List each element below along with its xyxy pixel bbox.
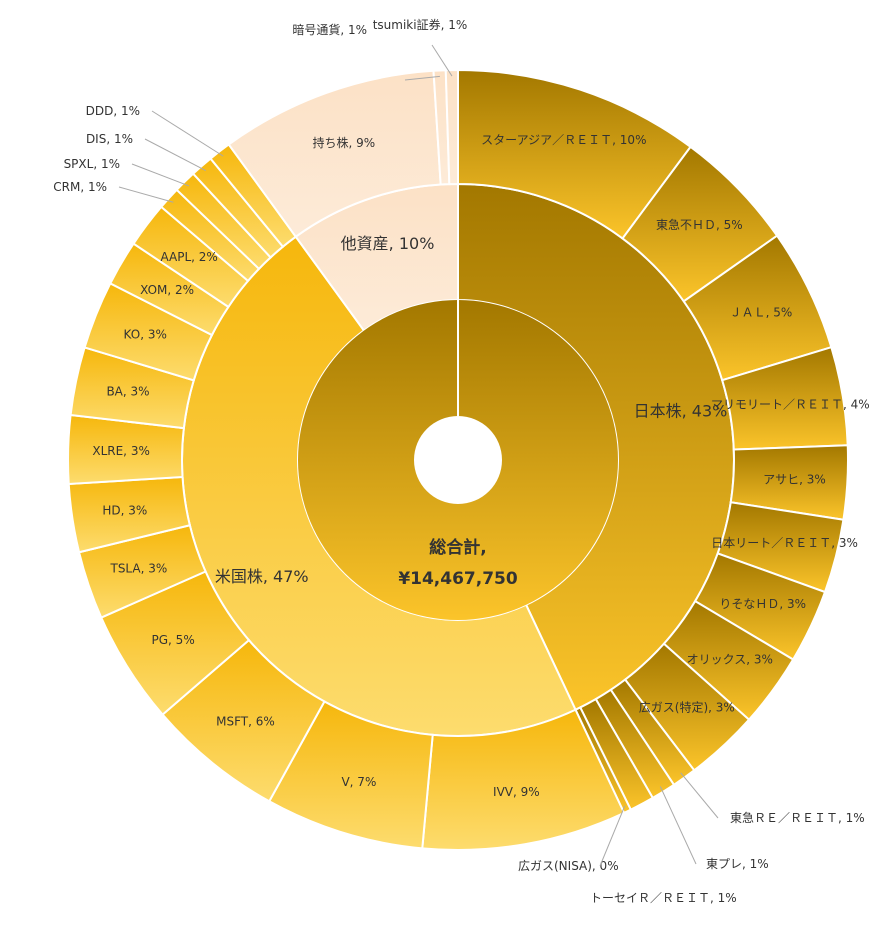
leaf-label: V, 7% xyxy=(341,775,376,789)
leaf-label: tsumiki証券, 1% xyxy=(373,17,468,32)
leaf-label: AAPL, 2% xyxy=(160,250,217,264)
leaf-label: 広ガス(NISA), 0% xyxy=(518,859,619,873)
leaf-label: HD, 3% xyxy=(102,503,147,517)
leader-line xyxy=(659,786,697,865)
outer-ring xyxy=(67,68,849,851)
leader-line xyxy=(131,163,190,187)
leaf-label: 広ガス(特定), 3% xyxy=(639,699,735,714)
center-title: 総合計, xyxy=(429,537,486,558)
leaf-label: マリモリート／ＲＥＩＴ, 4% xyxy=(711,397,870,411)
group-label: 日本株, 43% xyxy=(634,401,728,420)
center-value: ¥14,467,750 xyxy=(398,569,518,589)
leaf-label: 暗号通貨, 1% xyxy=(292,22,367,37)
leaf-label: XOM, 2% xyxy=(140,283,194,297)
leaf-arc[interactable] xyxy=(444,68,459,186)
inner-ring xyxy=(181,182,735,737)
group-label: 他資産, 10% xyxy=(341,234,435,253)
leaf-label: トーセイＲ／ＲＥＩＴ, 1% xyxy=(590,891,737,905)
center-ring: 総合計, ¥14,467,750 xyxy=(297,300,618,620)
leader-line xyxy=(151,110,224,157)
leaf-label: スターアジア／ＲＥＩＴ, 10% xyxy=(481,133,646,147)
leader-line xyxy=(404,75,440,81)
leaf-label: TSLA, 3% xyxy=(109,561,167,575)
leader-line xyxy=(431,44,453,77)
leaf-label: 東急ＲＥ／ＲＥＩＴ, 1% xyxy=(730,810,865,825)
leader-lines xyxy=(118,44,719,867)
leaf-label: KO, 3% xyxy=(124,328,167,342)
leader-line xyxy=(599,805,626,867)
leaf-label: BA, 3% xyxy=(106,385,149,399)
center-ring-arc[interactable] xyxy=(297,300,618,620)
leaf-label: DIS, 1% xyxy=(86,132,133,146)
leaf-label: XLRE, 3% xyxy=(92,444,150,458)
leaf-label: PG, 5% xyxy=(152,633,195,647)
leader-line xyxy=(118,186,174,203)
leaf-label: MSFT, 6% xyxy=(216,715,275,729)
leaf-label: 持ち株, 9% xyxy=(313,135,376,150)
leaf-label: ＪＡＬ, 5% xyxy=(730,305,793,319)
labels: 日本株, 43% スターアジア／ＲＥＩＴ, 10% 東急不ＨＤ, 5% ＪＡＬ, 5%… xyxy=(53,17,869,905)
leaf-label: IVV, 9% xyxy=(493,785,540,799)
leaf-label: オリックス, 3% xyxy=(687,652,773,666)
leaf-label: 日本リート／ＲＥＩＴ, 3% xyxy=(711,536,858,550)
leaf-label: アサヒ, 3% xyxy=(763,473,826,487)
leader-line xyxy=(680,772,719,819)
leaf-label: CRM, 1% xyxy=(53,180,107,194)
leaf-label: SPXL, 1% xyxy=(64,157,120,171)
group-label: 米国株, 47% xyxy=(215,567,309,586)
leader-line xyxy=(144,138,206,171)
leaf-label: 東プレ, 1% xyxy=(706,857,769,871)
leaf-label: りそなＨＤ, 3% xyxy=(719,597,806,611)
leaf-label: 東急不ＨＤ, 5% xyxy=(656,217,743,232)
leaf-label: DDD, 1% xyxy=(86,104,140,118)
